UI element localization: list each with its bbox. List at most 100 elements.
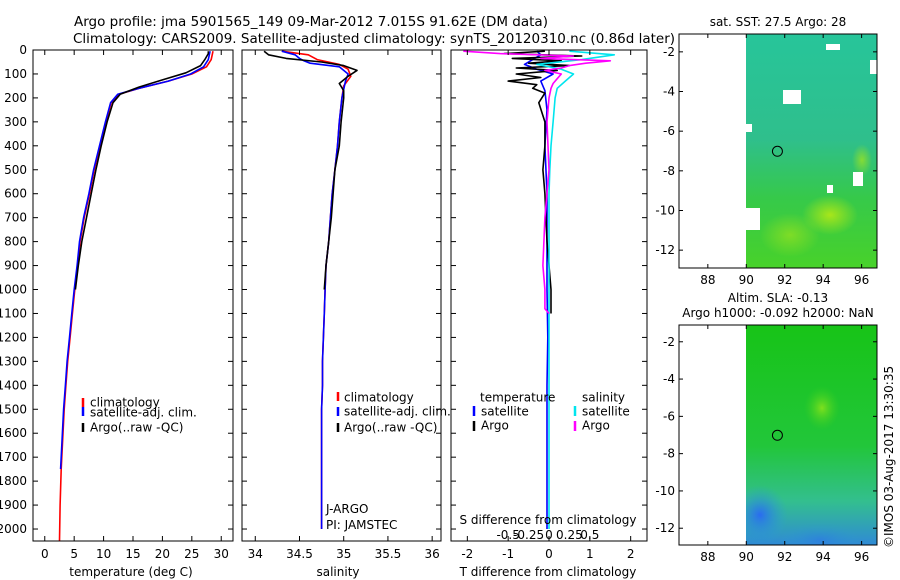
map-lat-label: -12 xyxy=(655,243,675,257)
map-lat-label: -2 xyxy=(663,335,675,349)
figure-title-line1: Argo profile: jma 5901565_149 09-Mar-201… xyxy=(74,14,548,30)
sst-map-panel: sat. SST: 27.5 Argo: 28 88 90 92 94 96 -2 -4 -6… xyxy=(655,15,878,287)
s-diff-tick-label: 0 xyxy=(545,528,553,542)
map-lon-label: 94 xyxy=(816,273,831,287)
map-lat-label: -6 xyxy=(663,124,675,138)
depth-tick-label: 1600 xyxy=(0,426,27,440)
diff-legend-s-satellite: satellite xyxy=(582,405,630,419)
sla-map-frame xyxy=(678,324,878,546)
sla-map-panel: Altim. SLA: -0.13 Argo h1000: -0.092 h20… xyxy=(655,291,878,564)
salinity-panel: 34 34.5 35 35.5 36 salinity climatology sate… xyxy=(241,49,451,579)
x-tick-label: 5 xyxy=(70,547,78,561)
x-tick-label: -1 xyxy=(502,547,514,561)
depth-tick-label: 1700 xyxy=(0,450,27,464)
s-diff-tick-label: 0.5 xyxy=(580,528,599,542)
difference-xlabel: T difference from climatology xyxy=(459,565,637,579)
map-lat-label: -4 xyxy=(663,372,675,386)
depth-tick-label: 700 xyxy=(4,211,27,225)
map-lat-label: -4 xyxy=(663,85,675,99)
map-lon-label: 92 xyxy=(777,550,792,564)
depth-axis-labels: 0 100 200 300 400 500 600 700 800 900 1000 1100 1200… xyxy=(0,43,27,536)
sst-argo-location-marker xyxy=(771,145,783,157)
x-tick-label: 1 xyxy=(586,547,594,561)
sst-map-title: sat. SST: 27.5 Argo: 28 xyxy=(710,15,847,29)
figure-title-line2: Climatology: CARS2009. Satellite-adjuste… xyxy=(73,31,675,47)
diff-legend-temperature: temperature xyxy=(480,391,555,405)
x-tick-label: 35.5 xyxy=(375,547,402,561)
depth-tick-label: 1100 xyxy=(0,306,27,320)
map-lon-label: 90 xyxy=(739,273,754,287)
sst-map-frame xyxy=(678,33,878,269)
depth-tick-label: 200 xyxy=(4,91,27,105)
salinity-legend-satellite: satellite-adj. clim. xyxy=(344,405,451,419)
diff-legend-t-satellite: satellite xyxy=(481,405,529,419)
series-line-s-satellite xyxy=(535,50,616,529)
depth-tick-label: 500 xyxy=(4,163,27,177)
float-pi-annotation: PI: JAMSTEC xyxy=(326,518,397,532)
depth-tick-label: 1800 xyxy=(0,474,27,488)
series-line-t-argo xyxy=(503,50,583,314)
legend-climatology: climatology xyxy=(90,396,160,410)
series-line-climatology xyxy=(58,51,214,542)
x-tick-label: 30 xyxy=(214,547,229,561)
depth-tick-label: 1000 xyxy=(0,283,27,297)
temperature-xlabel: temperature (deg C) xyxy=(69,565,192,579)
temperature-series xyxy=(58,51,214,542)
sla-map-title-line1: Altim. SLA: -0.13 xyxy=(728,291,828,305)
x-tick-label: 34 xyxy=(248,547,263,561)
difference-xlabel-top: S difference from climatology xyxy=(460,513,637,527)
series-line-satellite-adj-clim- xyxy=(281,50,349,529)
salinity-legend-argo: Argo(..raw -QC) xyxy=(344,421,437,435)
diff-legend-salinity: salinity xyxy=(582,391,625,405)
map-lon-label: 88 xyxy=(700,550,715,564)
depth-tick-label: 900 xyxy=(4,259,27,273)
depth-tick-label: 0 xyxy=(19,43,27,57)
depth-tick-label: 300 xyxy=(4,115,27,129)
x-tick-label: 35 xyxy=(336,547,351,561)
x-tick-label: 25 xyxy=(184,547,199,561)
x-tick-label: 20 xyxy=(155,547,170,561)
depth-tick-label: 800 xyxy=(4,235,27,249)
salinity-series xyxy=(263,50,358,529)
depth-tick-label: 1200 xyxy=(0,330,27,344)
legend-argo: Argo(..raw -QC) xyxy=(90,421,183,435)
map-lon-label: 92 xyxy=(777,273,792,287)
diff-legend-t-argo: Argo xyxy=(481,419,509,433)
difference-panel: -2 -1 0 1 2 T difference from climatology S … xyxy=(450,49,648,579)
map-lon-label: 90 xyxy=(739,550,754,564)
float-program-annotation: J-ARGO xyxy=(325,502,368,516)
series-line-argo-raw-qc- xyxy=(263,50,358,290)
series-line-argo-raw-qc- xyxy=(74,51,210,290)
x-tick-label: 2 xyxy=(627,547,635,561)
sla-map-field xyxy=(746,325,877,545)
depth-tick-label: 1900 xyxy=(0,498,27,512)
diff-legend-s-argo: Argo xyxy=(582,419,610,433)
map-lon-label: 94 xyxy=(816,550,831,564)
map-lon-label: 96 xyxy=(854,273,869,287)
map-lat-label: -10 xyxy=(655,203,675,217)
map-lat-label: -8 xyxy=(663,164,675,178)
map-lat-label: -2 xyxy=(663,45,675,59)
sla-map-title-line2: Argo h1000: -0.092 h2000: NaN xyxy=(682,306,874,320)
depth-tick-label: 1400 xyxy=(0,378,27,392)
x-tick-label: 0 xyxy=(41,547,49,561)
sst-map-field xyxy=(746,34,877,268)
s-diff-tick-label: 0.25 xyxy=(556,528,583,542)
depth-tick-label: 400 xyxy=(4,139,27,153)
x-tick-label: -2 xyxy=(461,547,473,561)
series-line-s-argo xyxy=(463,50,612,315)
map-lat-label: -8 xyxy=(663,447,675,461)
depth-tick-label: 2000 xyxy=(0,522,27,536)
salinity-difference-ticks: -0.5-0.25 0 0.250.5 xyxy=(496,528,599,542)
depth-tick-label: 600 xyxy=(4,187,27,201)
legend-satellite: satellite-adj. clim. xyxy=(90,406,197,420)
x-tick-label: 10 xyxy=(96,547,111,561)
imos-timestamp: ©IMOS 03-Aug-2017 13:30:35 xyxy=(882,366,896,548)
s-diff-tick-label: -0.25 xyxy=(513,528,544,542)
map-lon-label: 88 xyxy=(700,273,715,287)
temperature-panel: 0 5 10 15 20 25 30 temperature (deg C) climato… xyxy=(32,49,234,579)
x-tick-label: 0 xyxy=(545,547,553,561)
temperature-axes-frame xyxy=(32,49,234,542)
salinity-axes-frame xyxy=(241,49,442,542)
